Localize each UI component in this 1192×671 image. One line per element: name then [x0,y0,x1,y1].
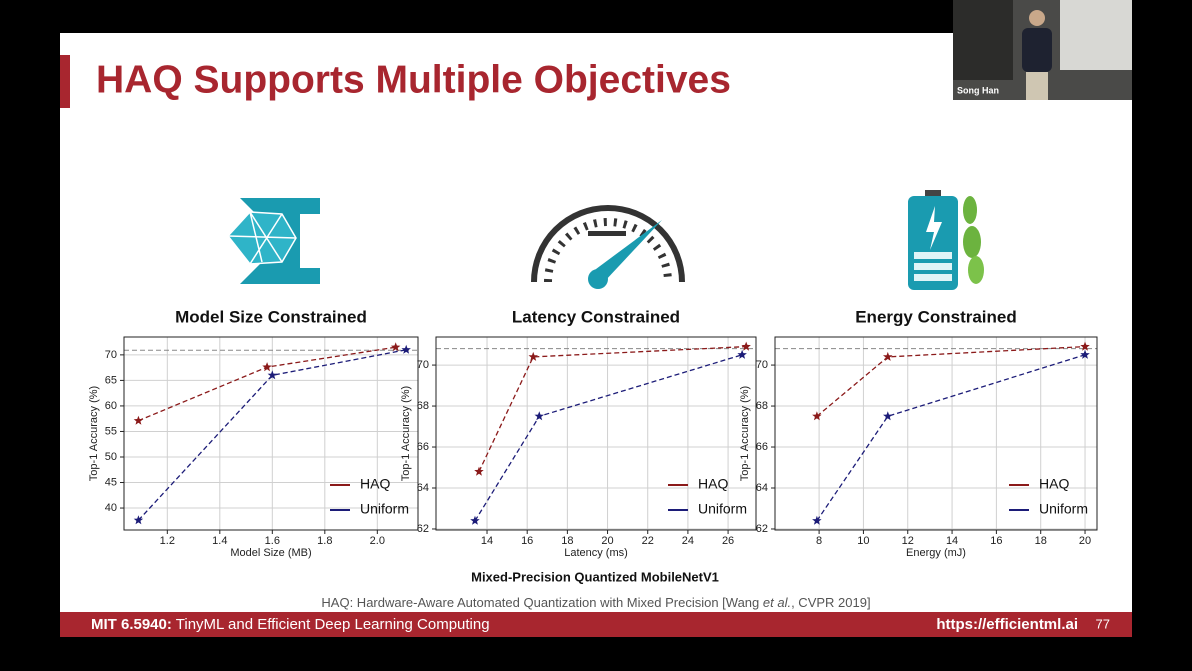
x-tick-label: 24 [682,535,694,547]
data-point [262,362,272,372]
slide-title: HAQ Supports Multiple Objectives [96,58,731,101]
y-tick-label: 60 [105,400,117,412]
citation-text: , CVPR 2019] [791,595,871,610]
y-tick-label: 66 [756,441,768,453]
legend-label: Uniform [360,501,409,517]
x-axis-label: Energy (mJ) [906,547,966,559]
y-tick-label: 45 [105,476,117,488]
x-tick-label: 8 [816,535,822,547]
data-point [812,411,822,421]
page-number: 77 [1096,616,1110,631]
y-tick-label: 70 [756,359,768,371]
citation-text: HAQ: Hardware-Aware Automated Quantizati… [321,595,762,610]
footer-url[interactable]: https://efficientml.ai [936,616,1078,633]
x-axis-label: Latency (ms) [564,547,628,559]
speaker-name: Song Han [957,85,999,95]
chart-title: Energy Constrained [855,307,1017,326]
x-tick-label: 1.6 [265,535,280,547]
data-point [470,515,480,525]
y-tick-label: 64 [417,482,429,494]
y-axis-label: Top-1 Accuracy (%) [400,386,412,481]
chart-title: Model Size Constrained [175,307,367,326]
data-point [133,415,144,425]
x-tick-label: 26 [722,535,734,547]
y-tick-label: 66 [417,441,429,453]
data-point [741,341,751,351]
data-point [390,342,401,352]
legend-label: HAQ [360,476,390,492]
y-tick-label: 50 [105,451,117,463]
x-tick-label: 20 [1079,535,1091,547]
figure-caption: Mixed-Precision Quantized MobileNetV1 [471,569,719,584]
x-tick-label: 18 [1035,535,1047,547]
course-code: MIT 6.5940: [91,616,172,633]
citation: HAQ: Hardware-Aware Automated Quantizati… [321,595,870,610]
x-tick-label: 14 [481,535,493,547]
y-tick-label: 62 [756,523,768,535]
series-line [816,354,1086,522]
chart-title: Latency Constrained [512,307,680,326]
y-tick-label: 55 [105,425,117,437]
data-point [534,411,544,421]
x-tick-label: 2.0 [370,535,385,547]
slide [60,33,1132,637]
plot-frame [774,336,1098,531]
footer-course: MIT 6.5940: TinyML and Efficient Deep Le… [91,616,490,633]
citation-italic: et al. [763,595,791,610]
model-icon [227,198,320,284]
footer-bar [60,612,1132,637]
x-tick-label: 14 [946,535,958,547]
data-point [474,466,484,476]
title-bar [60,55,70,108]
y-axis-label: Top-1 Accuracy (%) [739,386,751,481]
data-point [267,370,278,380]
y-tick-label: 62 [417,523,429,535]
data-point [401,344,411,354]
y-tick-label: 70 [417,359,429,371]
y-tick-label: 68 [756,400,768,412]
data-point [1080,349,1090,359]
data-point [737,349,747,359]
legend-label: HAQ [1039,476,1069,492]
data-point [1080,341,1090,351]
y-tick-label: 40 [105,502,117,514]
charts: Model Size Constrained 1.2 1.4 1.6 1.8 2.0 40 4… [88,307,1098,559]
plot-frame [435,336,757,531]
series-line [137,349,407,521]
y-tick-label: 65 [105,374,117,386]
legend-label: HAQ [698,476,728,492]
webcam: Song Han [953,0,1132,100]
x-tick-label: 12 [902,535,914,547]
x-tick-label: 20 [601,535,613,547]
battery-icon [908,190,984,290]
course-name: TinyML and Efficient Deep Learning Compu… [176,616,490,633]
y-axis-label: Top-1 Accuracy (%) [88,386,100,481]
x-tick-label: 16 [990,535,1002,547]
data-point [133,515,144,525]
y-tick-label: 70 [105,349,117,361]
data-point [812,515,822,525]
x-tick-label: 16 [521,535,533,547]
legend-label: Uniform [698,501,747,517]
x-tick-label: 10 [857,535,869,547]
x-tick-label: 18 [561,535,573,547]
x-axis-label: Model Size (MB) [230,547,311,559]
data-point [883,411,893,421]
speedometer-icon [531,205,685,289]
data-point [883,351,893,361]
series-line [478,345,747,472]
y-tick-label: 64 [756,482,768,494]
x-tick-label: 1.2 [160,535,175,547]
x-tick-label: 22 [642,535,654,547]
y-tick-label: 68 [417,400,429,412]
data-point [528,351,538,361]
x-tick-label: 1.8 [317,535,332,547]
plot-frame [123,336,419,531]
x-tick-label: 1.4 [212,535,227,547]
legend-label: Uniform [1039,501,1088,517]
